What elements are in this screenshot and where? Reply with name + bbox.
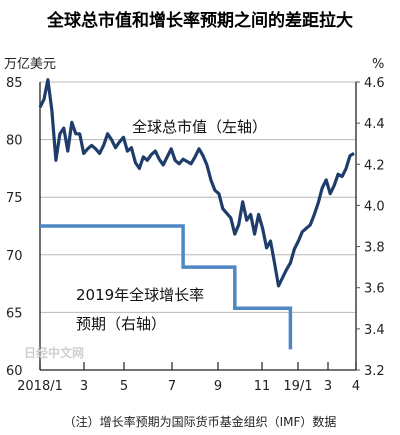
footnote: （注）增长率预期为国际货币基金组织（IMF）数据 [64, 414, 337, 429]
right-tick-label: 3.6 [364, 282, 385, 297]
left-tick-label: 80 [6, 134, 23, 149]
series-layer [38, 78, 355, 350]
x-tick-label: 9 [214, 379, 222, 394]
x-tick-label: 11 [254, 379, 271, 394]
right-axis-unit: % [372, 57, 384, 72]
right-tick-label: 4.4 [364, 117, 385, 132]
left-tick-label: 85 [6, 76, 23, 91]
right-tick-label: 4.0 [364, 199, 385, 214]
left-tick-label: 60 [6, 364, 23, 379]
x-tick-label: 7 [168, 379, 176, 394]
left-tick-label: 75 [6, 191, 23, 206]
watermark: 日经中文网 [24, 345, 84, 360]
left-tick-label: 65 [6, 306, 23, 321]
x-tick-label: 5 [120, 379, 128, 394]
growth-rate-line [40, 224, 293, 350]
right-tick-label: 3.8 [364, 241, 385, 256]
right-tick-label: 3.2 [364, 364, 385, 379]
x-tick-label: 2018/1 [17, 379, 63, 394]
market-cap-series-label: 全球总市值（左轴） [132, 118, 267, 136]
right-tick-label: 3.4 [364, 323, 385, 338]
market-cap-line [38, 78, 355, 288]
x-tick-label: 19/1 [283, 379, 312, 394]
right-tick-label: 4.2 [364, 158, 385, 173]
left-axis-ticks: 85 80 75 70 65 60 [6, 76, 23, 379]
growth-series-label-line1: 2019年全球增长率 [76, 286, 204, 304]
growth-series-label-line2: 预期（右轴） [76, 315, 166, 333]
x-tick-label: 4 [352, 379, 360, 394]
right-tick-label: 4.6 [364, 76, 385, 91]
x-tick-label: 3 [80, 379, 88, 394]
left-tick-label: 70 [6, 249, 23, 264]
right-axis-ticks: 4.6 4.4 4.2 4.0 3.8 3.6 3.4 3.2 [356, 76, 385, 379]
chart-title: 全球总市值和增长率预期之间的差距拉大 [46, 10, 353, 31]
left-axis-unit: 万亿美元 [4, 57, 56, 72]
x-axis: 2018/1 3 5 7 9 11 19/1 3 4 [17, 362, 360, 394]
x-tick-label: 3 [324, 379, 332, 394]
